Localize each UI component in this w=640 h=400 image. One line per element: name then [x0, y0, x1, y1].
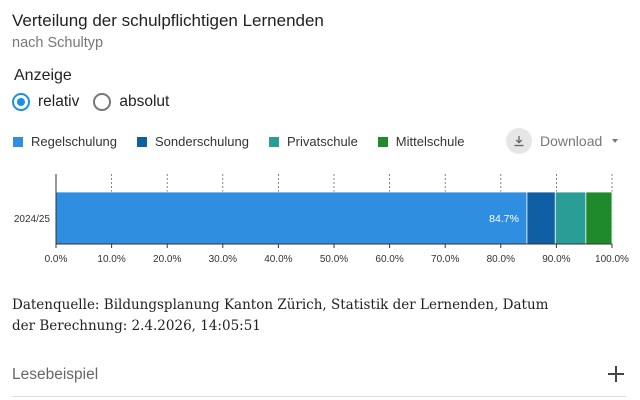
- display-mode-label: Anzeige: [14, 67, 72, 84]
- y-tick-label: 2024/25: [14, 214, 51, 225]
- chart-title: Verteilung der schulpflichtigen Lernende…: [12, 11, 324, 30]
- legend-swatch: [268, 136, 279, 147]
- x-tick-label: 10.0%: [97, 254, 125, 265]
- data-label: 84.7%: [489, 213, 519, 225]
- data-source-note: Datenquelle: Bildungsplanung Kanton Züri…: [12, 297, 549, 334]
- radio-absolut-label: absolut: [119, 93, 170, 110]
- legend-label: Sonderschulung: [155, 134, 249, 149]
- legend-swatch: [377, 136, 388, 147]
- legend-swatch: [137, 136, 148, 147]
- accordion-lesebeispiel[interactable]: Lesebeispiel: [12, 356, 626, 397]
- radio-checked-icon[interactable]: [12, 93, 30, 111]
- bar-segment-sonderschulung: [526, 191, 556, 245]
- legend-item-privatschule[interactable]: Privatschule: [268, 134, 358, 149]
- x-tick-label: 70.0%: [431, 254, 459, 265]
- x-tick-label: 50.0%: [320, 254, 348, 265]
- chart-legend: Regelschulung Sonderschulung Privatschul…: [13, 134, 484, 149]
- stacked-bar-chart: 84.7% 2024/25 0.0% 10.0% 20.0% 30.0% 40.0% 50.0…: [14, 174, 629, 265]
- x-tick-label: 90.0%: [542, 254, 570, 265]
- x-tick-label: 80.0%: [487, 254, 515, 265]
- x-tick-label: 40.0%: [264, 254, 292, 265]
- legend-item-regelschulung[interactable]: Regelschulung: [13, 134, 117, 149]
- radio-relativ-label: relativ: [38, 93, 80, 110]
- download-icon[interactable]: [506, 128, 532, 154]
- x-tick-label: 20.0%: [153, 254, 181, 265]
- legend-label: Privatschule: [286, 134, 358, 149]
- x-tick-label: 30.0%: [209, 254, 237, 265]
- bar-segment-mittelschule: [585, 191, 613, 245]
- radio-unchecked-icon[interactable]: [93, 93, 112, 111]
- display-mode-radio-group: relativ absolut: [12, 93, 183, 111]
- chart-subtitle: nach Schultyp: [12, 35, 104, 51]
- x-tick-label: 60.0%: [375, 254, 403, 265]
- radio-relativ[interactable]: relativ: [12, 93, 79, 111]
- legend-item-sonderschulung[interactable]: Sonderschulung: [137, 134, 249, 149]
- bar-segment-regelschulung: [55, 191, 528, 245]
- radio-absolut[interactable]: absolut: [93, 93, 169, 111]
- plus-icon[interactable]: [608, 366, 624, 382]
- download-label: Download: [540, 133, 603, 149]
- accordion-label: Lesebeispiel: [12, 366, 99, 383]
- legend-swatch: [13, 136, 23, 147]
- legend-label: Mittelschule: [395, 134, 465, 149]
- download-button[interactable]: Download: [506, 128, 619, 154]
- legend-label: Regelschulung: [31, 134, 118, 149]
- x-tick-label: 100.0%: [595, 254, 629, 265]
- x-tick-label: 0.0%: [45, 254, 68, 265]
- bar-segment-privatschule: [554, 191, 587, 245]
- legend-item-mittelschule[interactable]: Mittelschule: [377, 134, 465, 149]
- chevron-down-icon[interactable]: [612, 139, 619, 143]
